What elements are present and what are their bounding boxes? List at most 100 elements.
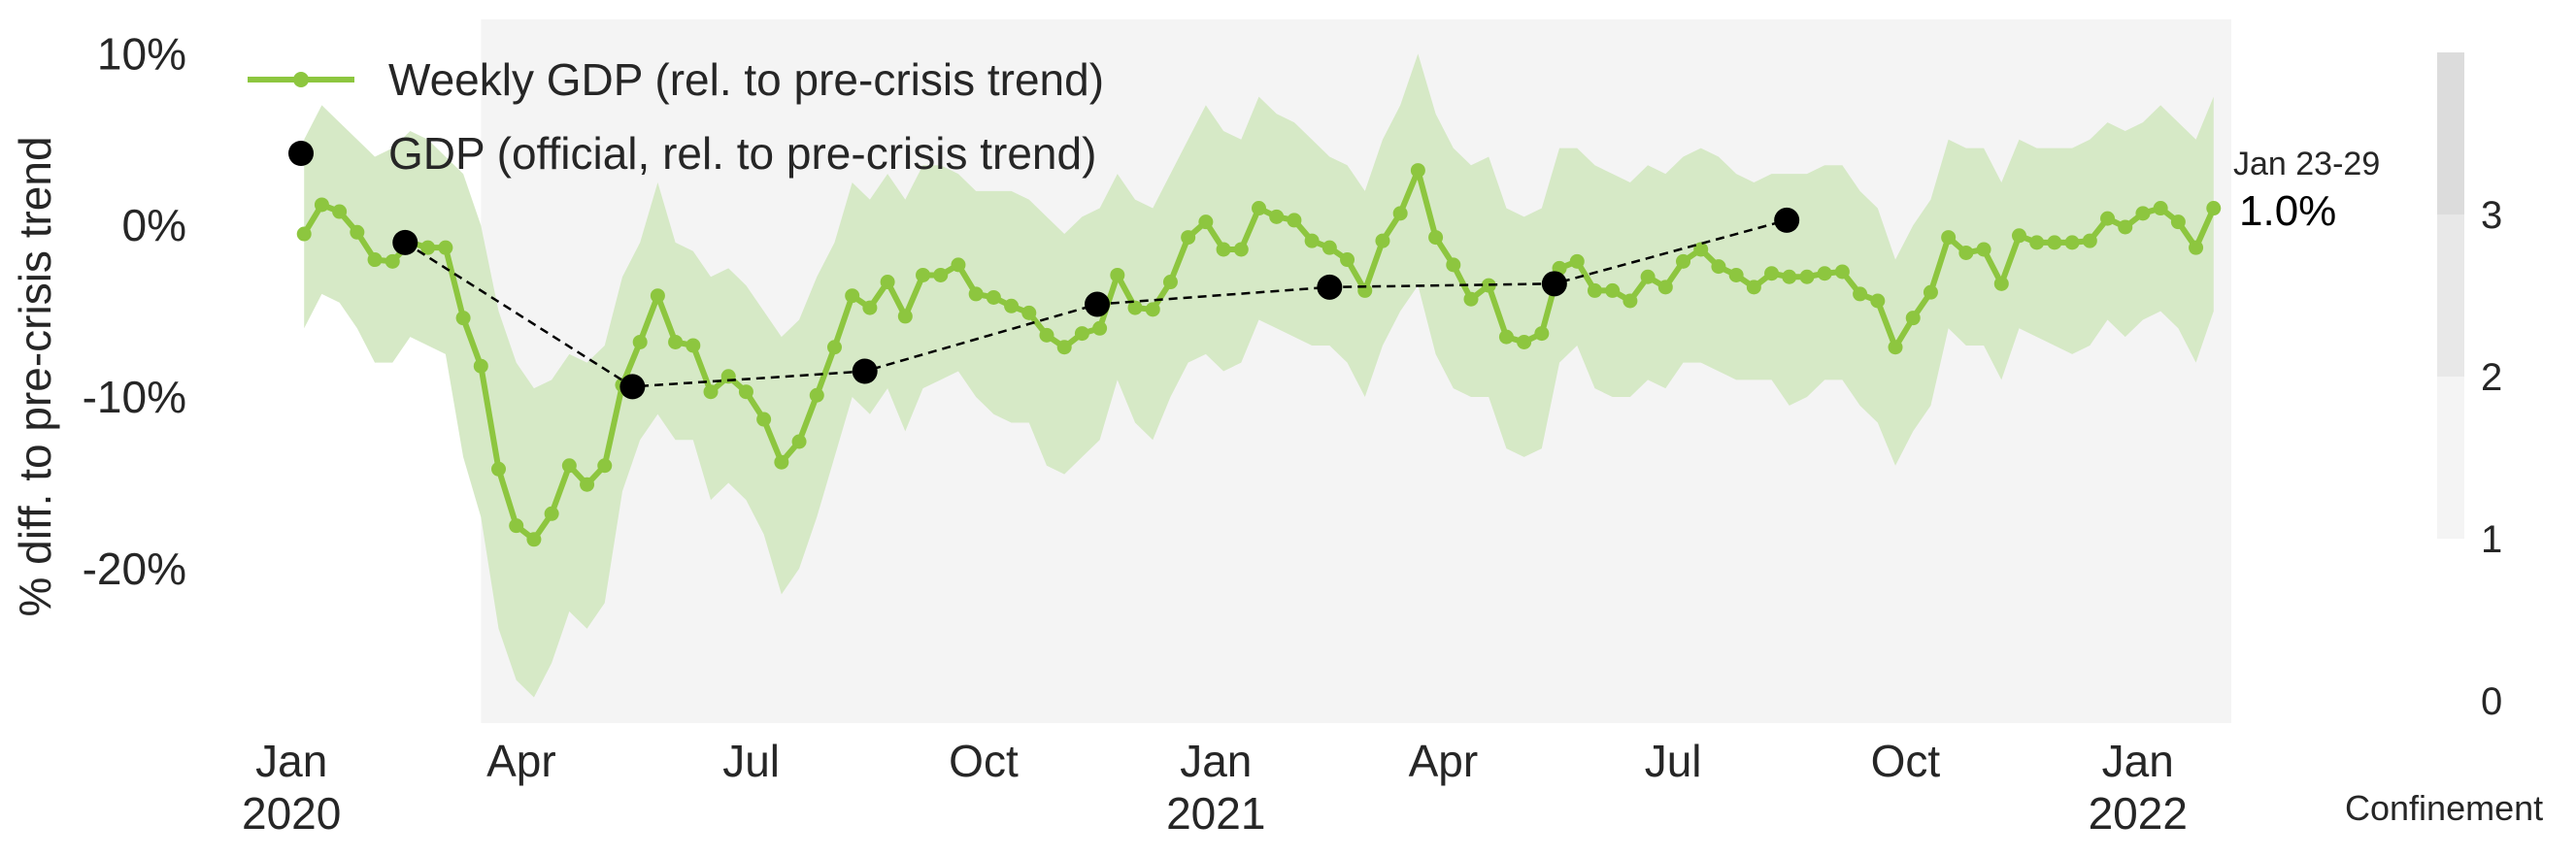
colorbar-label: Confinement (2345, 788, 2543, 828)
weekly-gdp-point (296, 226, 312, 242)
x-tick-label: Oct (949, 736, 1019, 786)
last-point-value-label: 1.0% (2239, 187, 2336, 235)
weekly-gdp-point (897, 309, 913, 324)
y-tick-label: 0% (122, 200, 186, 250)
weekly-gdp-point (1446, 257, 1461, 273)
weekly-gdp-point (1321, 240, 1337, 255)
weekly-gdp-point (1056, 340, 1072, 355)
weekly-gdp-point (509, 518, 524, 534)
weekly-gdp-point (2082, 233, 2097, 248)
official-gdp-point (1774, 207, 1800, 233)
weekly-gdp-point (1340, 252, 1355, 268)
weekly-gdp-point (420, 240, 436, 255)
confidence-band-layer (304, 53, 2214, 698)
weekly-gdp-point (632, 334, 648, 349)
weekly-gdp-point (1870, 293, 1886, 309)
y-tick-label: -20% (83, 544, 186, 594)
colorbar-segment (2437, 377, 2464, 539)
weekly-gdp-point (1021, 305, 1037, 320)
weekly-gdp-confidence-band (304, 53, 2214, 698)
weekly-gdp-point (1941, 230, 1957, 246)
weekly-gdp-point (1888, 340, 1903, 355)
official-gdp-point (852, 358, 878, 384)
weekly-gdp-point (791, 434, 807, 449)
weekly-gdp-point (1269, 209, 1285, 224)
weekly-gdp-point (826, 340, 842, 355)
official-gdp-point (1317, 274, 1343, 300)
weekly-gdp-point (2206, 201, 2222, 216)
weekly-gdp-point (1605, 282, 1621, 298)
weekly-gdp-point (1498, 329, 1514, 345)
weekly-gdp-point (1711, 259, 1726, 275)
weekly-gdp-point (756, 412, 772, 427)
official-gdp-point (392, 229, 418, 255)
weekly-gdp-point (1092, 320, 1108, 336)
weekly-gdp-point (2029, 235, 2045, 250)
weekly-gdp-point (1145, 302, 1160, 317)
weekly-gdp-point (1853, 286, 1868, 302)
official-gdp-layer (392, 207, 1800, 400)
weekly-gdp-point (968, 286, 984, 302)
x-tick-label: Apr (1409, 736, 1479, 786)
weekly-gdp-layer (296, 163, 2222, 547)
weekly-gdp-point (1782, 269, 1797, 284)
weekly-gdp-point (1198, 214, 1214, 230)
weekly-gdp-point (1817, 266, 1832, 281)
weekly-gdp-point (738, 384, 753, 400)
x-tick-label: Apr (486, 736, 556, 786)
x-tick-label: Jul (722, 736, 780, 786)
weekly-gdp-point (1623, 293, 1638, 309)
official-gdp-point (1541, 271, 1567, 297)
x-tick-label: Jan (2102, 736, 2174, 786)
weekly-gdp-point (1162, 275, 1178, 290)
weekly-gdp-point (1410, 163, 1425, 179)
weekly-gdp-point (880, 275, 895, 290)
weekly-gdp-point (1110, 267, 1125, 282)
weekly-gdp-point (2189, 240, 2204, 255)
weekly-gdp-point (1799, 269, 1815, 284)
last-point-annotation: Jan 23-29 1.0% (2233, 146, 2380, 235)
official-gdp-point (1085, 291, 1111, 317)
weekly-gdp-point (1375, 233, 1390, 248)
weekly-gdp-point (1676, 253, 1691, 269)
x-tick-year-label: 2022 (2089, 788, 2188, 839)
weekly-gdp-point (1534, 326, 1550, 342)
weekly-gdp-point (2153, 201, 2168, 216)
weekly-gdp-point (1252, 201, 1266, 216)
colorbar-tick-label: 1 (2481, 518, 2502, 561)
colorbar-segment (2437, 52, 2464, 214)
weekly-gdp-point (686, 338, 701, 353)
weekly-gdp-point (597, 458, 613, 474)
weekly-gdp-point (1287, 213, 1302, 228)
weekly-gdp-point (314, 197, 329, 213)
weekly-gdp-point (916, 267, 931, 282)
colorbar: 0 1 2 3 (2437, 52, 2502, 723)
colorbar-tick-label: 3 (2481, 194, 2502, 237)
weekly-gdp-point (2011, 228, 2026, 244)
weekly-gdp-point (2047, 235, 2062, 250)
colorbar-segment (2437, 214, 2464, 377)
weekly-gdp-point (438, 240, 453, 255)
weekly-gdp-point (1693, 242, 1709, 257)
legend-weekly-label: Weekly GDP (rel. to pre-crisis trend) (388, 54, 1104, 105)
weekly-gdp-point (1587, 282, 1602, 298)
weekly-gdp-point (1976, 242, 1991, 257)
weekly-gdp-point (933, 267, 949, 282)
weekly-gdp-point (1569, 253, 1585, 269)
legend-official-label: GDP (official, rel. to pre-crisis trend) (388, 128, 1096, 179)
x-tick-label: Oct (1871, 736, 1941, 786)
weekly-gdp-point (862, 300, 878, 315)
weekly-gdp-point (1004, 298, 1020, 313)
legend-official-marker (288, 141, 314, 166)
legend-weekly-marker (293, 72, 309, 87)
weekly-gdp-point (1428, 230, 1444, 246)
weekly-gdp-point (1834, 264, 1850, 280)
weekly-gdp-point (1181, 230, 1196, 246)
weekly-gdp-point (473, 358, 488, 374)
weekly-gdp-point (1993, 276, 2009, 291)
weekly-gdp-point (845, 288, 860, 304)
weekly-gdp-point (526, 532, 542, 547)
weekly-gdp-point (2170, 214, 2186, 230)
weekly-gdp-point (1216, 242, 1231, 257)
